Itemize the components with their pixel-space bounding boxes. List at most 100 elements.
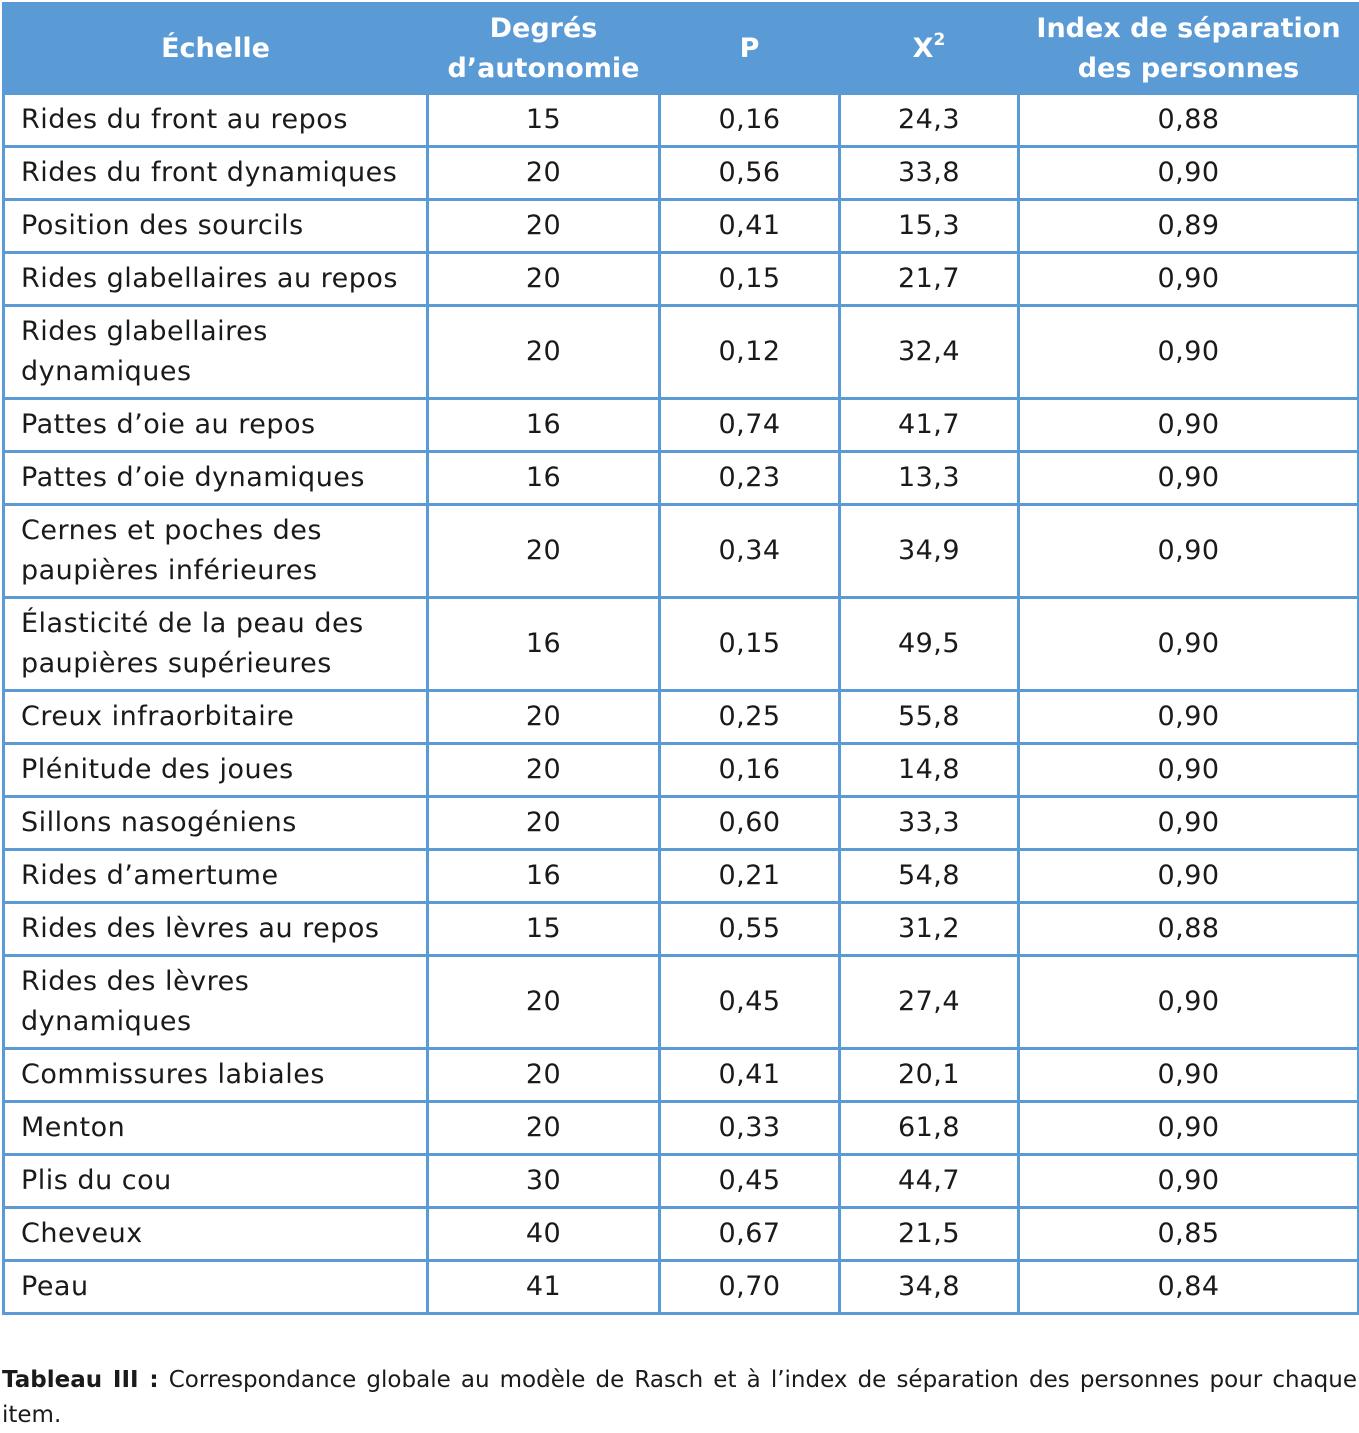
table-row: Menton 20 0,33 61,8 0,90 (2, 1100, 1359, 1156)
header-row: Échelle Degrés d’autonomie P X2 Index de … (2, 2, 1359, 95)
cell-degrees-of-freedom: 20 (426, 954, 661, 1050)
cell-separation-index: 0,90 (1017, 795, 1359, 851)
table-row: Rides d’amertume 16 0,21 54,8 0,90 (2, 848, 1359, 904)
header-chi-square: X2 (838, 2, 1020, 95)
cell-separation-index: 0,90 (1017, 848, 1359, 904)
cell-p-value: 0,41 (658, 1047, 841, 1103)
cell-separation-index: 0,89 (1017, 198, 1359, 254)
cell-chi-square: 21,5 (838, 1206, 1020, 1262)
cell-chi-square: 32,4 (838, 304, 1020, 400)
cell-scale: Rides d’amertume (2, 848, 429, 904)
cell-chi-square: 34,9 (838, 503, 1020, 599)
cell-degrees-of-freedom: 20 (426, 304, 661, 400)
cell-p-value: 0,34 (658, 503, 841, 599)
cell-chi-square: 20,1 (838, 1047, 1020, 1103)
table-row: Pattes d’oie dynamiques 16 0,23 13,3 0,90 (2, 450, 1359, 506)
cell-degrees-of-freedom: 15 (426, 92, 661, 148)
cell-p-value: 0,55 (658, 901, 841, 957)
cell-p-value: 0,16 (658, 742, 841, 798)
cell-chi-square: 27,4 (838, 954, 1020, 1050)
cell-separation-index: 0,90 (1017, 304, 1359, 400)
cell-p-value: 0,21 (658, 848, 841, 904)
cell-chi-square: 34,8 (838, 1259, 1020, 1315)
cell-p-value: 0,25 (658, 689, 841, 745)
caption-text: Correspondance globale au modèle de Rasc… (2, 1367, 1357, 1428)
cell-separation-index: 0,85 (1017, 1206, 1359, 1262)
cell-p-value: 0,23 (658, 450, 841, 506)
cell-p-value: 0,74 (658, 397, 841, 453)
cell-separation-index: 0,90 (1017, 251, 1359, 307)
cell-chi-square: 33,8 (838, 145, 1020, 201)
cell-scale: Cernes et poches des paupières inférieur… (2, 503, 429, 599)
cell-degrees-of-freedom: 16 (426, 848, 661, 904)
cell-p-value: 0,45 (658, 954, 841, 1050)
cell-separation-index: 0,90 (1017, 742, 1359, 798)
header-p: P (658, 2, 841, 95)
cell-scale: Sillons nasogéniens (2, 795, 429, 851)
cell-separation-index: 0,90 (1017, 503, 1359, 599)
cell-scale: Peau (2, 1259, 429, 1315)
cell-chi-square: 15,3 (838, 198, 1020, 254)
header-degrees-of-freedom: Degrés d’autonomie (426, 2, 661, 95)
cell-scale: Position des sourcils (2, 198, 429, 254)
table-caption: Tableau III : Correspondance globale au … (2, 1363, 1357, 1433)
cell-scale: Menton (2, 1100, 429, 1156)
cell-scale: Pattes d’oie dynamiques (2, 450, 429, 506)
cell-separation-index: 0,90 (1017, 596, 1359, 692)
cell-scale: Rides des lèvres dynamiques (2, 954, 429, 1050)
cell-separation-index: 0,90 (1017, 1153, 1359, 1209)
table-row: Rides des lèvres dynamiques 20 0,45 27,4 0,9… (2, 954, 1359, 1050)
cell-degrees-of-freedom: 16 (426, 397, 661, 453)
cell-chi-square: 33,3 (838, 795, 1020, 851)
cell-chi-square: 24,3 (838, 92, 1020, 148)
cell-degrees-of-freedom: 20 (426, 251, 661, 307)
cell-degrees-of-freedom: 20 (426, 145, 661, 201)
cell-chi-square: 49,5 (838, 596, 1020, 692)
cell-scale: Pattes d’oie au repos (2, 397, 429, 453)
cell-separation-index: 0,90 (1017, 397, 1359, 453)
cell-degrees-of-freedom: 16 (426, 596, 661, 692)
cell-separation-index: 0,90 (1017, 689, 1359, 745)
header-scale: Échelle (2, 2, 429, 95)
cell-scale: Commissures labiales (2, 1047, 429, 1103)
cell-p-value: 0,33 (658, 1100, 841, 1156)
table-row: Cernes et poches des paupières inférieur… (2, 503, 1359, 599)
table-row: Élasticité de la peau des paupières supé… (2, 596, 1359, 692)
cell-p-value: 0,45 (658, 1153, 841, 1209)
cell-degrees-of-freedom: 20 (426, 1047, 661, 1103)
cell-p-value: 0,70 (658, 1259, 841, 1315)
table-row: Rides glabellaires dynamiques 20 0,12 32,4 0… (2, 304, 1359, 400)
cell-p-value: 0,41 (658, 198, 841, 254)
cell-p-value: 0,15 (658, 251, 841, 307)
table-row: Pattes d’oie au repos 16 0,74 41,7 0,90 (2, 397, 1359, 453)
cell-chi-square: 44,7 (838, 1153, 1020, 1209)
table-row: Rides des lèvres au repos 15 0,55 31,2 0,88 (2, 901, 1359, 957)
cell-separation-index: 0,90 (1017, 1047, 1359, 1103)
cell-scale: Rides glabellaires au repos (2, 251, 429, 307)
cell-chi-square: 31,2 (838, 901, 1020, 957)
cell-scale: Élasticité de la peau des paupières supé… (2, 596, 429, 692)
cell-p-value: 0,67 (658, 1206, 841, 1262)
cell-chi-square: 41,7 (838, 397, 1020, 453)
cell-scale: Rides du front au repos (2, 92, 429, 148)
cell-scale: Cheveux (2, 1206, 429, 1262)
cell-separation-index: 0,88 (1017, 92, 1359, 148)
cell-p-value: 0,16 (658, 92, 841, 148)
cell-p-value: 0,12 (658, 304, 841, 400)
cell-chi-square: 14,8 (838, 742, 1020, 798)
cell-degrees-of-freedom: 20 (426, 198, 661, 254)
table-row: Plénitude des joues 20 0,16 14,8 0,90 (2, 742, 1359, 798)
cell-p-value: 0,56 (658, 145, 841, 201)
cell-separation-index: 0,90 (1017, 450, 1359, 506)
cell-degrees-of-freedom: 20 (426, 1100, 661, 1156)
cell-scale: Rides des lèvres au repos (2, 901, 429, 957)
cell-degrees-of-freedom: 16 (426, 450, 661, 506)
cell-separation-index: 0,90 (1017, 145, 1359, 201)
table-row: Plis du cou 30 0,45 44,7 0,90 (2, 1153, 1359, 1209)
table-row: Commissures labiales 20 0,41 20,1 0,90 (2, 1047, 1359, 1103)
cell-degrees-of-freedom: 15 (426, 901, 661, 957)
table-row: Rides glabellaires au repos 20 0,15 21,7 0,9… (2, 251, 1359, 307)
cell-chi-square: 61,8 (838, 1100, 1020, 1156)
cell-degrees-of-freedom: 20 (426, 795, 661, 851)
cell-degrees-of-freedom: 20 (426, 742, 661, 798)
